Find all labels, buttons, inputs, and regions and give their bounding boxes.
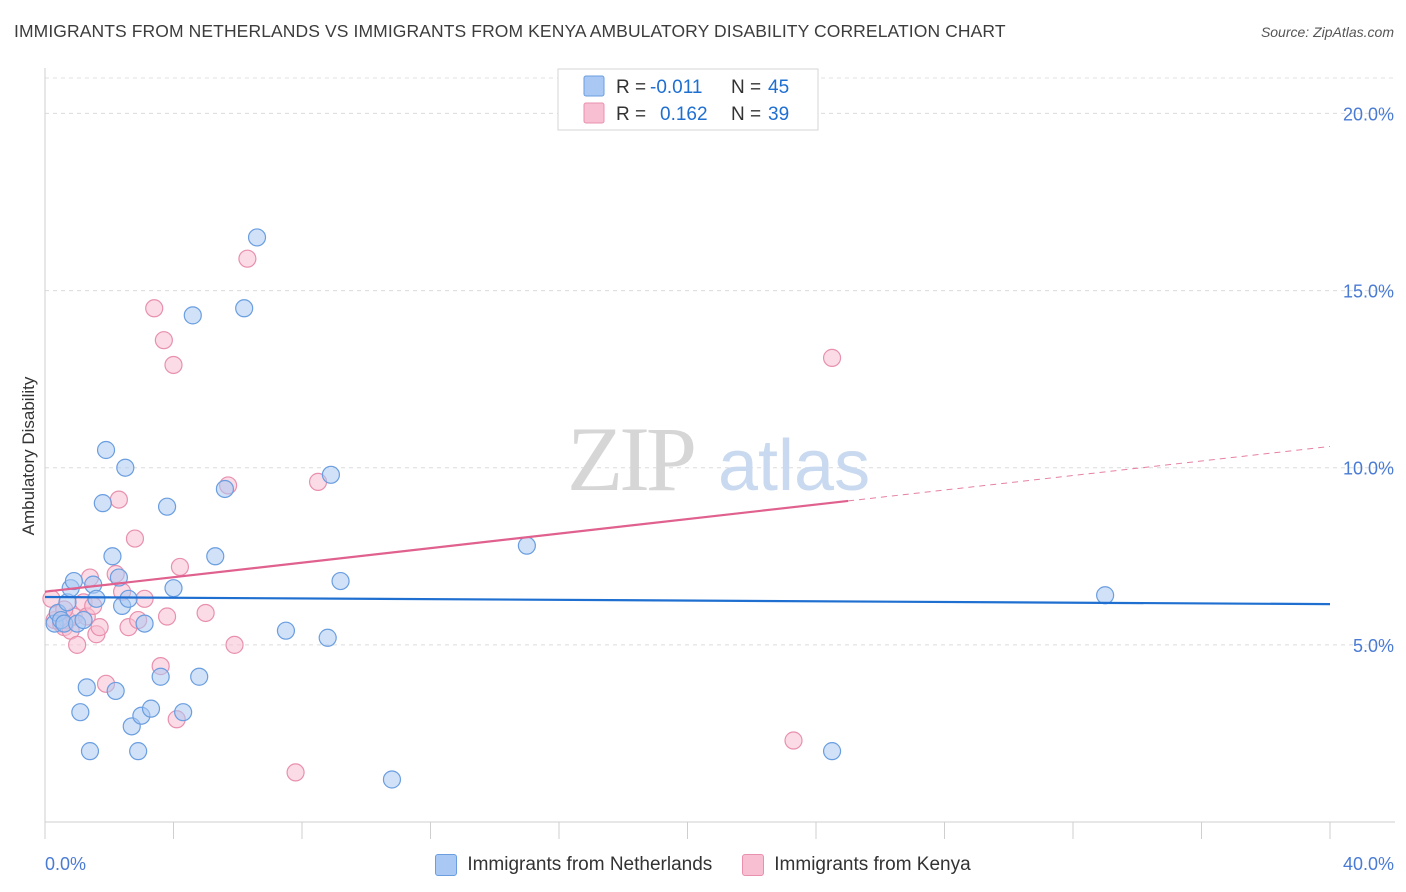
kenya-point [196,603,215,623]
legend-item-kenya: Immigrants from Kenya [742,854,971,876]
stats-r-label-kenya: R = [616,104,646,125]
netherlands-point [80,742,100,761]
stats-n-label-kenya: N = [731,104,761,125]
watermark-atlas: atlas [718,426,870,506]
stats-swatch-kenya [583,102,605,124]
x-tick-label: 0.0% [45,854,86,874]
kenya-point [90,618,109,637]
netherlands-point [164,579,183,598]
netherlands-point [1096,586,1115,605]
netherlands-point [141,699,161,718]
kenya-point [145,299,164,318]
stats-legend: R = -0.011 N = 45 R = 0.162 N = 39 [557,68,819,131]
netherlands-point [116,458,135,477]
stats-r-label-netherlands: R = [616,77,646,98]
stats-r-value-netherlands: -0.011 [650,77,702,98]
source-credit: Source: ZipAtlas.com [1260,24,1394,40]
netherlands-point [215,479,234,499]
kenya-point [68,635,87,654]
kenya-point [286,763,305,782]
watermark: ZIP atlas [567,408,870,510]
netherlands-point [129,742,148,761]
netherlands-point [71,703,90,722]
axes [44,68,1395,839]
kenya-point [822,348,842,367]
netherlands-point [276,621,296,640]
netherlands-point [93,494,112,513]
legend-label-kenya: Immigrants from Kenya [774,854,971,875]
netherlands-point [382,770,402,789]
kenya-point [135,589,154,608]
netherlands-point [135,614,154,633]
legend-item-netherlands: Immigrants from Netherlands [435,854,712,876]
netherlands-point [96,440,116,460]
netherlands-point [74,610,93,630]
y-axis-title: Ambulatory Disability [19,376,38,535]
stats-n-label-netherlands: N = [731,77,761,98]
legend-label-netherlands: Immigrants from Netherlands [467,854,713,875]
kenya-point [154,331,173,350]
kenya-point [164,355,183,375]
kenya-point [225,635,244,654]
netherlands-point [151,667,170,686]
trendlines [44,445,1331,606]
netherlands-point [77,678,96,697]
netherlands-point [183,306,202,325]
y-tick-label: 20.0% [1343,104,1394,124]
netherlands-point [822,742,842,761]
kenya-point [109,490,128,509]
kenya-point [157,607,177,626]
netherlands-point [103,547,122,566]
y-tick-label: 10.0% [1343,459,1394,479]
stats-n-value-kenya: 39 [768,104,789,125]
kenya-point [170,557,190,577]
y-tick-labels: 5.0% 10.0% 15.0% 20.0% [1343,104,1394,655]
legend-swatch-netherlands [435,854,458,876]
gridlines [45,77,1395,646]
netherlands-point [64,571,84,591]
netherlands-point [318,628,337,647]
netherlands-point [119,589,138,608]
netherlands-point [206,547,225,566]
netherlands-point [174,703,193,722]
netherlands-point [247,228,267,247]
kenya-point [238,249,257,268]
legend-swatch-kenya [742,854,765,876]
netherlands-points [45,228,1115,789]
netherlands-point [157,497,177,516]
stats-r-value-kenya: 0.162 [660,104,708,125]
netherlands-point [331,571,350,591]
stats-n-value-netherlands: 45 [768,77,789,98]
kenya-point [784,731,803,750]
netherlands-point [87,589,106,608]
x-tick-label: 40.0% [1343,854,1394,874]
stats-swatch-netherlands [583,75,605,97]
netherlands-point [235,299,254,318]
x-tick-labels: 0.0% 40.0% [45,854,1394,874]
series-legend: Immigrants from Netherlands Immigrants f… [0,850,1406,880]
y-tick-label: 5.0% [1353,636,1394,656]
netherlands-point [106,681,125,701]
netherlands-point [190,667,209,686]
trendline-kenya [44,499,849,593]
chart-title: IMMIGRANTS FROM NETHERLANDS VS IMMIGRANT… [14,21,1006,41]
trendline-kenya-extension [848,445,1331,502]
netherlands-point [517,536,536,555]
kenya-point [125,529,145,548]
trendline-netherlands [44,595,1331,606]
netherlands-point [321,465,341,484]
watermark-zip: ZIP [567,408,694,510]
y-tick-label: 15.0% [1343,282,1394,302]
